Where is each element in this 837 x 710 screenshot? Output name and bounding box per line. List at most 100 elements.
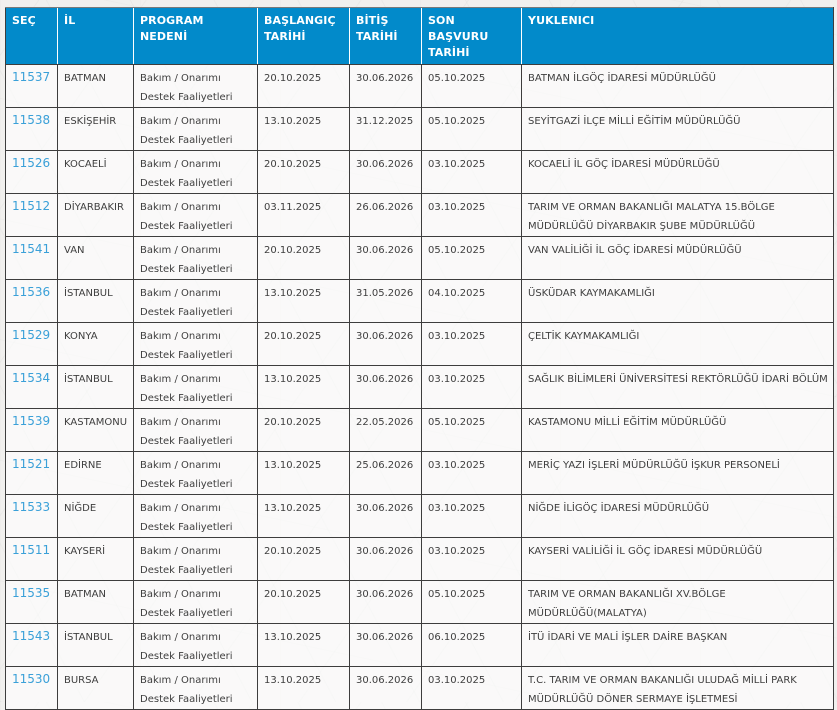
start-date-cell: 13.10.2025 [257, 365, 350, 409]
start-date-cell: 20.10.2025 [257, 236, 350, 280]
deadline-cell: 05.10.2025 [421, 408, 522, 452]
contractor-cell: VAN VALİLİĞİ İL GÖÇ İDARESİ MÜDÜRLÜĞÜ [521, 236, 834, 280]
deadline-cell: 06.10.2025 [421, 623, 522, 667]
end-date-cell: 31.12.2025 [349, 107, 422, 151]
table-body: 11537 BATMAN Bakım / Onarımı Destek Faal… [5, 64, 834, 710]
select-id-link[interactable]: 11543 [12, 629, 51, 643]
end-date-cell: 30.06.2026 [349, 580, 422, 624]
select-id-link[interactable]: 11539 [12, 414, 51, 428]
start-date-cell: 20.10.2025 [257, 408, 350, 452]
select-id-cell: 11534 [5, 365, 58, 409]
table-row: 11535 BATMAN Bakım / Onarımı Destek Faal… [5, 580, 834, 624]
select-id-link[interactable]: 11535 [12, 586, 51, 600]
contractor-cell: NİĞDE İLİGÖÇ İDARESİ MÜDÜRLÜĞÜ [521, 494, 834, 538]
start-date-cell: 20.10.2025 [257, 537, 350, 581]
start-date-cell: 13.10.2025 [257, 279, 350, 323]
column-header-contractor: YUKLENICI [521, 7, 834, 65]
start-date-cell: 13.10.2025 [257, 623, 350, 667]
end-date-cell: 26.06.2026 [349, 193, 422, 237]
contractor-cell: TARIM VE ORMAN BAKANLIĞI XV.BÖLGE MÜDÜRL… [521, 580, 834, 624]
select-id-link[interactable]: 11537 [12, 70, 51, 84]
table-row: 11512 DİYARBAKIR Bakım / Onarımı Destek … [5, 193, 834, 237]
column-header-deadline: SON BAŞVURU TARİHİ [421, 7, 522, 65]
program-cell: Bakım / Onarımı Destek Faaliyetleri [133, 623, 258, 667]
select-id-link[interactable]: 11534 [12, 371, 51, 385]
select-id-link[interactable]: 11530 [12, 672, 51, 686]
select-id-link[interactable]: 11521 [12, 457, 51, 471]
deadline-cell: 03.10.2025 [421, 494, 522, 538]
start-date-cell: 20.10.2025 [257, 64, 350, 108]
contractor-cell: MERİÇ YAZI İŞLERİ MÜDÜRLÜĞÜ İŞKUR PERSON… [521, 451, 834, 495]
select-id-link[interactable]: 11511 [12, 543, 51, 557]
province-cell: EDİRNE [57, 451, 134, 495]
deadline-cell: 05.10.2025 [421, 64, 522, 108]
deadline-cell: 05.10.2025 [421, 580, 522, 624]
select-id-cell: 11539 [5, 408, 58, 452]
end-date-cell: 30.06.2026 [349, 623, 422, 667]
column-header-il: İL [57, 7, 134, 65]
select-id-link[interactable]: 11512 [12, 199, 51, 213]
select-id-cell: 11529 [5, 322, 58, 366]
contractor-cell: SAĞLIK BİLİMLERİ ÜNİVERSİTESİ REKTÖRLÜĞÜ… [521, 365, 834, 409]
program-cell: Bakım / Onarımı Destek Faaliyetleri [133, 494, 258, 538]
table-row: 11511 KAYSERİ Bakım / Onarımı Destek Faa… [5, 537, 834, 581]
end-date-cell: 30.06.2026 [349, 322, 422, 366]
province-cell: KONYA [57, 322, 134, 366]
province-cell: BATMAN [57, 64, 134, 108]
contractor-cell: İTÜ İDARİ VE MALİ İŞLER DAİRE BAŞKAN [521, 623, 834, 667]
province-cell: İSTANBUL [57, 365, 134, 409]
select-id-cell: 11535 [5, 580, 58, 624]
program-cell: Bakım / Onarımı Destek Faaliyetleri [133, 236, 258, 280]
province-cell: KASTAMONU [57, 408, 134, 452]
province-cell: DİYARBAKIR [57, 193, 134, 237]
contractor-cell: ÜSKÜDAR KAYMAKAMLIĞI [521, 279, 834, 323]
deadline-cell: 03.10.2025 [421, 365, 522, 409]
table-row: 11541 VAN Bakım / Onarımı Destek Faaliye… [5, 236, 834, 280]
table-row: 11539 KASTAMONU Bakım / Onarımı Destek F… [5, 408, 834, 452]
program-cell: Bakım / Onarımı Destek Faaliyetleri [133, 451, 258, 495]
select-id-cell: 11543 [5, 623, 58, 667]
deadline-cell: 03.10.2025 [421, 537, 522, 581]
select-id-link[interactable]: 11533 [12, 500, 51, 514]
contractor-cell: SEYİTGAZİ İLÇE MİLLİ EĞİTİM MÜDÜRLÜĞÜ [521, 107, 834, 151]
table-row: 11526 KOCAELİ Bakım / Onarımı Destek Faa… [5, 150, 834, 194]
end-date-cell: 30.06.2026 [349, 236, 422, 280]
select-id-cell: 11526 [5, 150, 58, 194]
program-cell: Bakım / Onarımı Destek Faaliyetleri [133, 279, 258, 323]
province-cell: KOCAELİ [57, 150, 134, 194]
contractor-cell: KAYSERİ VALİLİĞİ İL GÖÇ İDARESİ MÜDÜRLÜĞ… [521, 537, 834, 581]
contractor-cell: KOCAELİ İL GÖÇ İDARESİ MÜDÜRLÜĞÜ [521, 150, 834, 194]
province-cell: NİĞDE [57, 494, 134, 538]
select-id-link[interactable]: 11529 [12, 328, 51, 342]
start-date-cell: 13.10.2025 [257, 451, 350, 495]
province-cell: İSTANBUL [57, 623, 134, 667]
program-cell: Bakım / Onarımı Destek Faaliyetleri [133, 64, 258, 108]
table-row: 11521 EDİRNE Bakım / Onarımı Destek Faal… [5, 451, 834, 495]
end-date-cell: 30.06.2026 [349, 150, 422, 194]
deadline-cell: 05.10.2025 [421, 236, 522, 280]
program-cell: Bakım / Onarımı Destek Faaliyetleri [133, 580, 258, 624]
program-listing-table: SEÇ İL PROGRAM NEDENİ BAŞLANGIÇ TARİHİ B… [5, 7, 834, 710]
table-header: SEÇ İL PROGRAM NEDENİ BAŞLANGIÇ TARİHİ B… [5, 7, 834, 65]
table-row: 11543 İSTANBUL Bakım / Onarımı Destek Fa… [5, 623, 834, 667]
select-id-cell: 11511 [5, 537, 58, 581]
province-cell: KAYSERİ [57, 537, 134, 581]
contractor-cell: ÇELTİK KAYMAKAMLIĞI [521, 322, 834, 366]
start-date-cell: 20.10.2025 [257, 150, 350, 194]
select-id-cell: 11533 [5, 494, 58, 538]
select-id-link[interactable]: 11536 [12, 285, 51, 299]
column-header-start: BAŞLANGIÇ TARİHİ [257, 7, 350, 65]
select-id-link[interactable]: 11526 [12, 156, 51, 170]
select-id-link[interactable]: 11541 [12, 242, 51, 256]
program-cell: Bakım / Onarımı Destek Faaliyetleri [133, 193, 258, 237]
select-id-link[interactable]: 11538 [12, 113, 51, 127]
contractor-cell: TARIM VE ORMAN BAKANLIĞI MALATYA 15.BÖLG… [521, 193, 834, 237]
program-cell: Bakım / Onarımı Destek Faaliyetleri [133, 666, 258, 710]
deadline-cell: 03.10.2025 [421, 193, 522, 237]
contractor-cell: KASTAMONU MİLLİ EĞİTİM MÜDÜRLÜĞÜ [521, 408, 834, 452]
table-row: 11538 ESKİŞEHİR Bakım / Onarımı Destek F… [5, 107, 834, 151]
deadline-cell: 04.10.2025 [421, 279, 522, 323]
province-cell: BATMAN [57, 580, 134, 624]
table-row: 11534 İSTANBUL Bakım / Onarımı Destek Fa… [5, 365, 834, 409]
select-id-cell: 11536 [5, 279, 58, 323]
